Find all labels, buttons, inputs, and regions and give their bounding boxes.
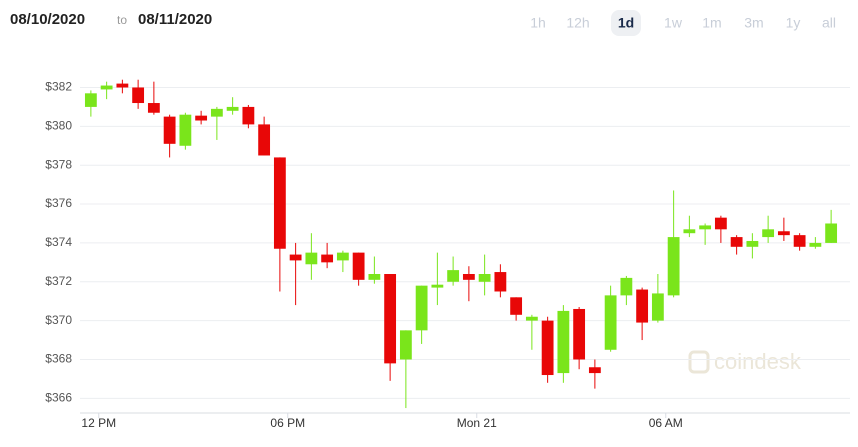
candle-body <box>809 242 822 247</box>
candle-body <box>226 106 239 111</box>
candle-body <box>588 367 601 374</box>
candle-body <box>336 252 349 261</box>
y-tick-label: $372 <box>45 274 72 288</box>
candle-body <box>699 225 712 230</box>
y-tick-label: $370 <box>45 313 72 327</box>
candle-body <box>683 229 696 234</box>
y-tick-label: $380 <box>45 119 72 133</box>
candle-body <box>84 93 97 107</box>
watermark-logo <box>688 350 710 374</box>
y-tick-label: $376 <box>45 196 72 210</box>
candle-body <box>525 316 538 321</box>
range-button[interactable]: 12h <box>566 15 589 31</box>
y-tick-label: $374 <box>45 235 72 249</box>
y-tick-label: $378 <box>45 157 72 171</box>
candle-body <box>557 310 570 374</box>
range-button[interactable]: 1d <box>618 15 634 31</box>
candle-body <box>368 274 381 280</box>
range-button[interactable]: 1y <box>786 15 801 31</box>
candle-body <box>132 87 145 104</box>
candle-body <box>321 254 334 263</box>
candle-body <box>415 285 428 331</box>
range-button[interactable]: 1m <box>702 15 721 31</box>
candle-body <box>462 274 475 280</box>
candle-body <box>541 320 554 376</box>
candle-body <box>510 297 523 315</box>
x-tick-label: Mon 21 <box>457 416 497 430</box>
x-tick-label: 06 AM <box>649 416 683 430</box>
candle-body <box>116 83 129 88</box>
candle-body <box>289 254 302 261</box>
candle-body <box>147 103 160 113</box>
candle-body <box>746 240 759 247</box>
range-button[interactable]: 1h <box>530 15 546 31</box>
candle-body <box>163 116 176 144</box>
candle-body <box>793 235 806 247</box>
active-range-bg <box>611 10 641 36</box>
candle-body <box>651 293 664 321</box>
candle-body <box>384 274 397 364</box>
candle-body <box>179 114 192 146</box>
candle-body <box>762 229 775 238</box>
y-tick-label: $366 <box>45 391 72 405</box>
candle-body <box>352 252 365 280</box>
candle-body <box>258 124 271 156</box>
candle-body <box>195 115 208 121</box>
date-to[interactable]: 08/11/2020 <box>138 11 212 28</box>
candle-body <box>777 231 790 236</box>
candle-body <box>494 272 507 292</box>
candle-body <box>604 295 617 350</box>
date-separator: to <box>117 13 127 27</box>
candle-body <box>573 308 586 360</box>
candle-body <box>399 330 412 360</box>
x-tick-label: 06 PM <box>270 416 305 430</box>
candle-body <box>431 284 444 288</box>
range-buttons: 1h 12h 1d 1w 1m 3m 1y all <box>530 10 836 36</box>
watermark: coindesk <box>714 349 802 374</box>
candle-body <box>210 108 223 117</box>
y-tick-label: $382 <box>45 80 72 94</box>
candle-body <box>100 85 113 90</box>
candle-body <box>620 277 633 296</box>
range-button[interactable]: all <box>822 15 836 31</box>
date-from[interactable]: 08/10/2020 <box>10 11 85 28</box>
candle-body <box>273 157 286 249</box>
range-button[interactable]: 1w <box>664 15 683 31</box>
candle-body <box>667 237 680 296</box>
candle-body <box>242 106 255 125</box>
y-tick-label: $368 <box>45 352 72 366</box>
candle-body <box>478 274 491 282</box>
x-tick-label: 12 PM <box>81 416 116 430</box>
candle-body <box>730 237 743 247</box>
range-button[interactable]: 3m <box>744 15 763 31</box>
candle-body <box>825 223 838 243</box>
plot: coindesk $366 $368 $370 $372 $374 $376 $378 $380… <box>45 80 850 430</box>
candle-body <box>636 289 649 323</box>
candle-body <box>447 270 460 282</box>
candle-body <box>714 217 727 230</box>
candle-body <box>305 252 318 265</box>
